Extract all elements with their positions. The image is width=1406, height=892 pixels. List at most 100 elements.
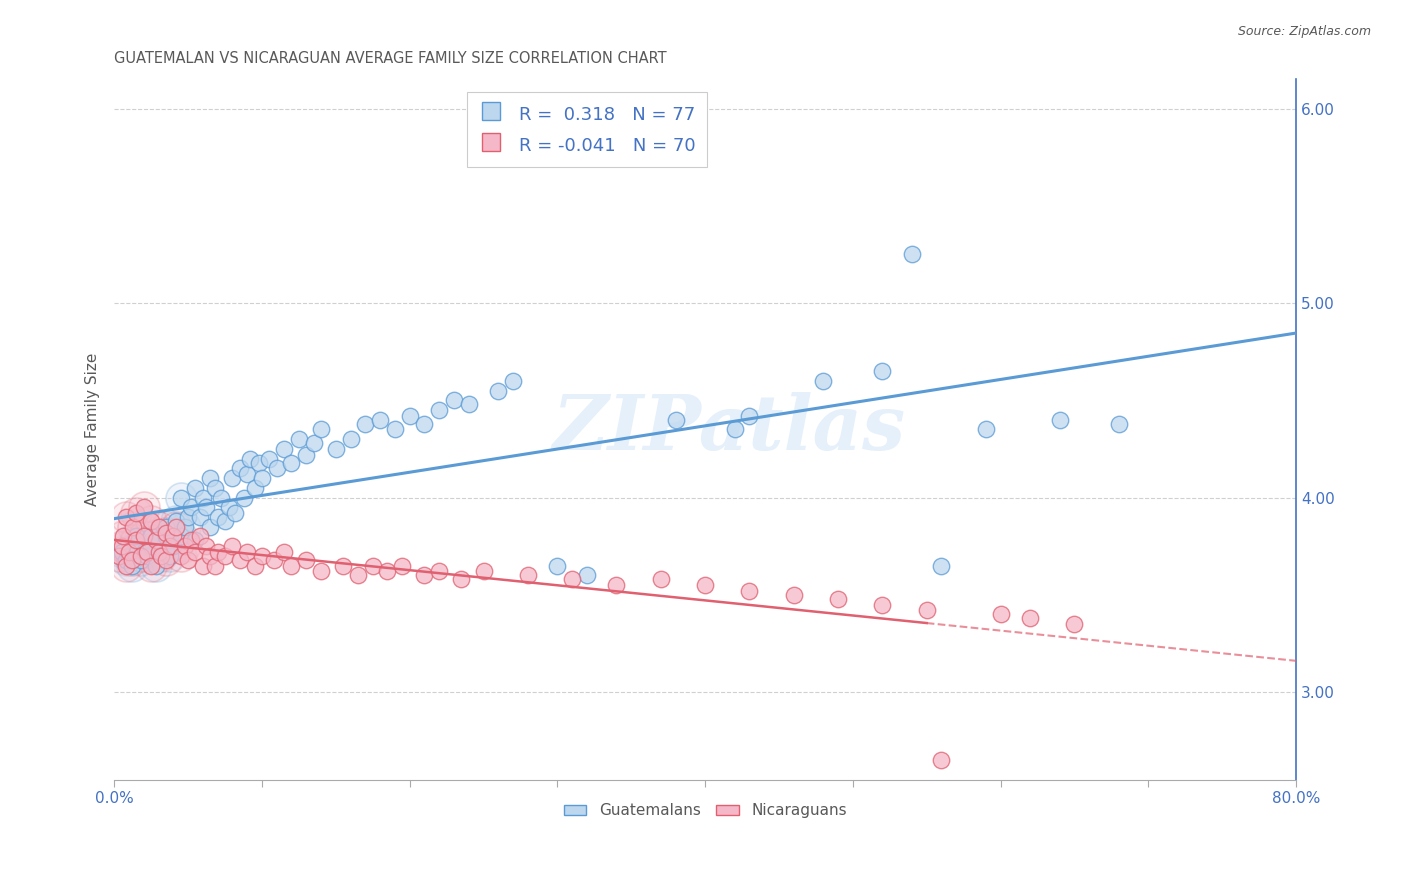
Point [118, 545, 141, 559]
Point [214, 514, 236, 528]
Point [148, 545, 170, 559]
Point [413, 417, 436, 431]
Point [107, 549, 129, 563]
Point [162, 539, 184, 553]
Point [129, 549, 152, 563]
Point [125, 533, 148, 548]
Point [135, 549, 157, 563]
Point [239, 451, 262, 466]
Point [188, 510, 211, 524]
Point [150, 545, 173, 559]
Point [218, 500, 240, 515]
Point [280, 456, 302, 470]
Point [139, 529, 162, 543]
Point [990, 607, 1012, 622]
Point [233, 491, 256, 505]
Point [155, 529, 177, 543]
Point [115, 553, 138, 567]
Point [184, 481, 207, 495]
Point [174, 539, 197, 553]
Point [200, 471, 222, 485]
Point [457, 397, 479, 411]
Point [169, 529, 191, 543]
Point [132, 500, 155, 515]
Point [486, 384, 509, 398]
Point [169, 549, 191, 563]
Point [148, 545, 170, 559]
Point [115, 510, 138, 524]
Point [169, 549, 191, 563]
Point [229, 461, 252, 475]
Point [155, 525, 177, 540]
Point [125, 506, 148, 520]
Point [139, 558, 162, 573]
Point [200, 520, 222, 534]
Point [650, 572, 672, 586]
Point [165, 520, 187, 534]
Point [243, 558, 266, 573]
Point [309, 565, 332, 579]
Point [546, 558, 568, 573]
Point [174, 520, 197, 534]
Point [295, 553, 318, 567]
Point [561, 572, 583, 586]
Text: ZIPatlas: ZIPatlas [553, 392, 905, 467]
Point [145, 533, 167, 548]
Point [214, 549, 236, 563]
Point [145, 533, 167, 548]
Point [155, 529, 177, 543]
Point [125, 539, 148, 553]
Point [145, 558, 167, 573]
Point [129, 553, 152, 567]
Point [605, 578, 627, 592]
Point [155, 520, 177, 534]
Text: GUATEMALAN VS NICARAGUAN AVERAGE FAMILY SIZE CORRELATION CHART: GUATEMALAN VS NICARAGUAN AVERAGE FAMILY … [114, 51, 666, 66]
Point [125, 533, 148, 548]
Point [184, 545, 207, 559]
Point [135, 549, 157, 563]
Point [200, 549, 222, 563]
Point [207, 510, 229, 524]
Point [139, 539, 162, 553]
Point [915, 603, 938, 617]
Point [110, 539, 132, 553]
Point [121, 553, 143, 567]
Point [266, 461, 288, 475]
Point [664, 413, 686, 427]
Point [155, 553, 177, 567]
Point [125, 529, 148, 543]
Point [174, 520, 197, 534]
Point [368, 413, 391, 427]
Point [259, 451, 281, 466]
Point [974, 422, 997, 436]
Point [155, 520, 177, 534]
Point [115, 510, 138, 524]
Point [1063, 617, 1085, 632]
Point [339, 432, 361, 446]
Point [159, 539, 181, 553]
Point [361, 558, 384, 573]
Point [247, 456, 270, 470]
Point [243, 481, 266, 495]
Point [250, 471, 273, 485]
Point [191, 558, 214, 573]
Point [177, 510, 200, 524]
Point [125, 506, 148, 520]
Point [209, 491, 232, 505]
Point [236, 467, 259, 482]
Point [188, 529, 211, 543]
Point [295, 448, 318, 462]
Point [724, 422, 747, 436]
Point [174, 539, 197, 553]
Point [263, 553, 285, 567]
Point [221, 471, 243, 485]
Point [693, 578, 716, 592]
Text: Source: ZipAtlas.com: Source: ZipAtlas.com [1237, 25, 1371, 38]
Point [150, 549, 173, 563]
Point [302, 436, 325, 450]
Point [148, 533, 170, 548]
Point [180, 533, 202, 548]
Point [194, 500, 217, 515]
Point [132, 545, 155, 559]
Point [110, 545, 132, 559]
